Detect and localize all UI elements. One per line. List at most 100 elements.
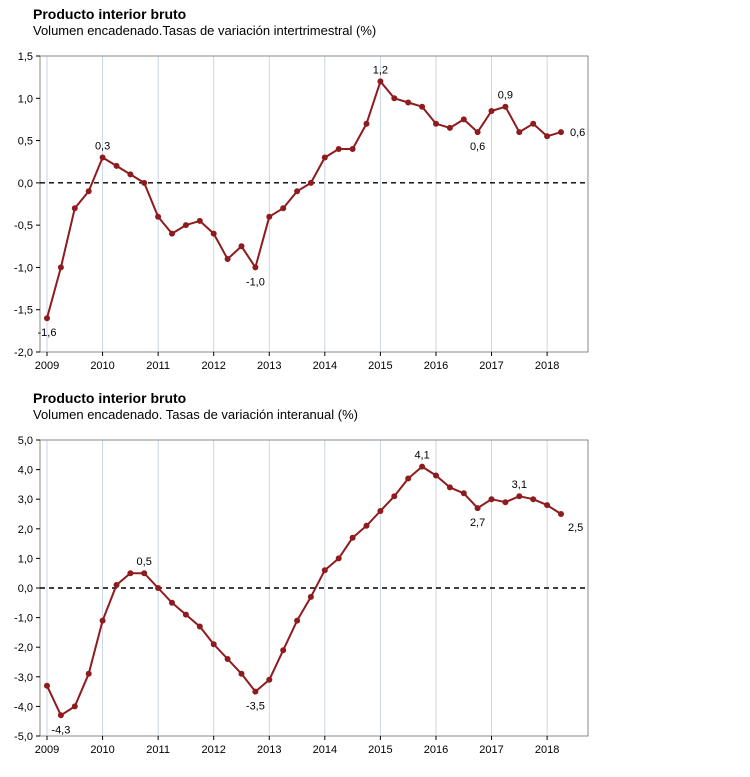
x-axis-label: 2009 (35, 360, 59, 372)
data-point-marker (349, 534, 356, 541)
data-point-marker (391, 493, 398, 500)
data-label: 2,5 (568, 522, 583, 534)
data-point-marker (71, 205, 78, 212)
data-point-marker (196, 623, 203, 630)
data-point-marker (238, 670, 245, 677)
data-point-marker (516, 129, 523, 136)
data-point-marker (530, 496, 537, 503)
data-point-marker (363, 120, 370, 127)
x-axis-label: 2014 (313, 360, 337, 372)
data-point-marker (391, 95, 398, 102)
data-point-marker (127, 570, 134, 577)
data-point-marker (99, 617, 106, 624)
data-point-marker (419, 463, 426, 470)
data-point-marker (377, 78, 384, 85)
y-axis-label: -5,0 (14, 731, 33, 743)
x-axis-label: 2018 (535, 360, 559, 372)
y-axis-label: -1,5 (14, 305, 33, 317)
plot-border (39, 55, 589, 353)
y-axis-label: 5,0 (18, 435, 33, 447)
data-point-marker (544, 502, 551, 509)
data-point-marker (446, 124, 453, 131)
gdp-annual-rate-section: Producto interior bruto Volumen encadena… (0, 390, 750, 760)
data-label: 0,5 (137, 556, 152, 568)
data-label: 2,7 (470, 517, 485, 529)
y-axis-label: 1,0 (18, 553, 33, 565)
y-axis-label: 2,0 (18, 524, 33, 536)
data-label: -1,6 (38, 327, 57, 339)
data-point-marker (321, 154, 328, 161)
data-point-marker (99, 154, 106, 161)
x-axis-label: 2010 (90, 360, 114, 372)
data-point-marker (141, 570, 148, 577)
data-point-marker (544, 133, 551, 140)
data-point-marker (210, 230, 217, 237)
data-point-marker (57, 712, 64, 719)
data-point-marker (419, 103, 426, 110)
x-axis-label: 2009 (35, 744, 59, 756)
data-point-marker (44, 315, 50, 322)
y-axis-label: 1,0 (18, 93, 33, 105)
data-point-marker (335, 146, 342, 153)
x-axis-label: 2011 (146, 744, 170, 756)
data-point-marker (349, 146, 356, 153)
data-point-marker (252, 264, 259, 271)
y-axis-label: -4,0 (14, 701, 33, 713)
y-axis-label: -2,0 (14, 347, 33, 359)
data-point-marker (502, 103, 509, 110)
data-point-marker (321, 567, 328, 574)
x-axis-label: 2015 (368, 360, 392, 372)
x-axis-label: 2013 (257, 744, 281, 756)
data-label: 0,9 (498, 90, 513, 102)
y-axis-label: 1,5 (18, 51, 33, 63)
data-point-marker (516, 493, 523, 500)
chart-title: Producto interior bruto (33, 6, 187, 22)
y-axis-label: -1,0 (14, 613, 33, 625)
data-point-marker (252, 688, 259, 695)
chart-title: Producto interior bruto (33, 390, 187, 407)
y-axis-label: -1,0 (14, 262, 33, 274)
data-label: -3,5 (246, 701, 265, 713)
data-label: 0,6 (470, 141, 485, 153)
data-point-marker (224, 656, 231, 663)
data-point-marker (558, 129, 564, 136)
x-axis-label: 2015 (368, 744, 392, 756)
x-axis-label: 2018 (535, 744, 559, 756)
data-label: 3,1 (512, 479, 527, 491)
x-axis-label: 2012 (201, 744, 225, 756)
data-point-marker (474, 129, 481, 136)
data-point-marker (266, 213, 273, 220)
y-axis-label: 0,0 (18, 178, 33, 190)
data-point-marker (57, 264, 64, 271)
data-point-marker (294, 617, 301, 624)
data-point-marker (460, 116, 467, 123)
data-point-marker (127, 171, 134, 178)
data-point-marker (488, 108, 495, 115)
data-point-marker (141, 179, 148, 186)
data-point-marker (169, 599, 175, 606)
data-point-marker (363, 522, 370, 529)
data-point-marker (488, 496, 495, 503)
data-label: 1,2 (373, 64, 388, 76)
y-axis-label: 0,5 (18, 136, 33, 148)
data-point-marker (460, 490, 467, 497)
x-axis-label: 2013 (257, 360, 281, 372)
data-point-marker (113, 162, 120, 169)
gdp-series-line (46, 465, 562, 717)
chart-subtitle: Volumen encadenado.Tasas de variación in… (33, 23, 377, 39)
data-point-marker (224, 256, 231, 263)
data-point-marker (280, 647, 287, 654)
data-point-marker (294, 188, 301, 195)
data-label: -4,3 (51, 724, 70, 736)
data-point-marker (196, 217, 203, 224)
data-point-marker (155, 585, 162, 592)
y-axis-label: 3,0 (18, 494, 33, 506)
data-point-marker (474, 505, 481, 512)
data-point-marker (71, 703, 78, 710)
data-point-marker (280, 205, 287, 212)
y-axis-label: 4,0 (18, 465, 33, 477)
x-axis-label: 2014 (313, 744, 337, 756)
x-axis-label: 2016 (424, 360, 448, 372)
